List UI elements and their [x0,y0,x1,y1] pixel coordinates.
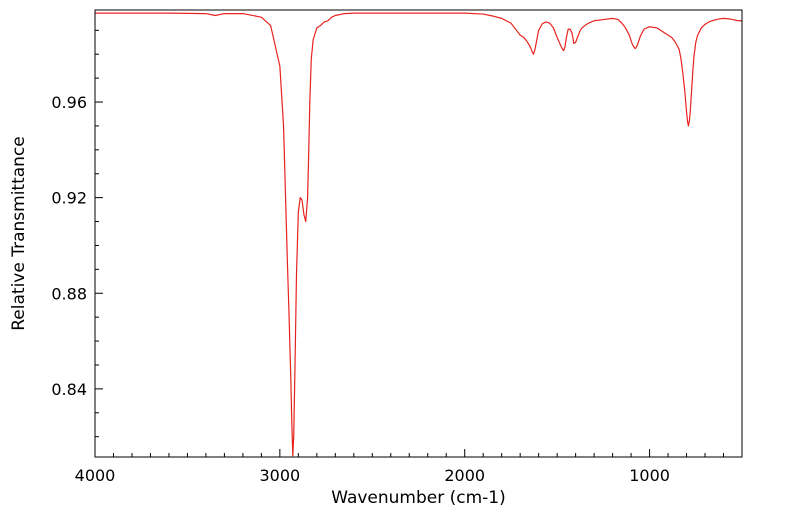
x-tick-label: 2000 [444,466,485,485]
x-axis-label: Wavenumber (cm-1) [331,488,506,508]
y-tick-label: 0.84 [51,380,87,399]
tick-labels: 4000 3000 2000 1000 0.84 0.88 0.92 0.96 [51,93,670,485]
plot-frame [94,9,743,458]
y-axis-label: Relative Transmittance [9,136,29,331]
axis-ticks [94,29,743,457]
y-tick-label: 0.92 [51,189,87,208]
series-group [95,12,742,457]
x-tick-label: 4000 [75,466,116,485]
x-tick-label: 1000 [629,466,670,485]
spectrum-line-series-0 [95,12,742,457]
y-tick-label: 0.88 [51,284,87,303]
y-tick-label: 0.96 [51,93,87,112]
x-tick-label: 3000 [259,466,300,485]
